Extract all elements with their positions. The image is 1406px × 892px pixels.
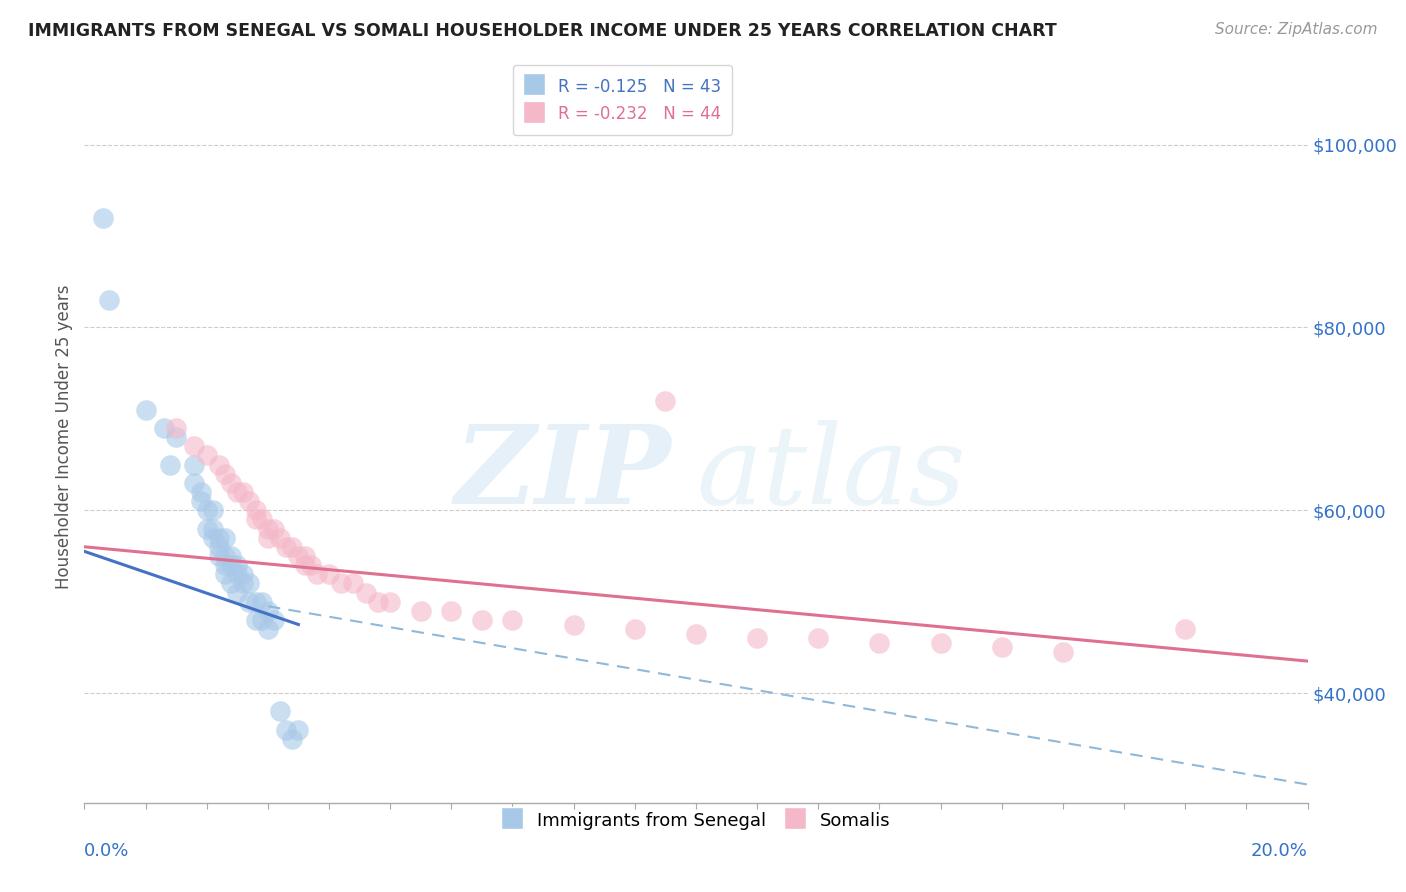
- Point: [201, 503, 224, 517]
- Point: [502, 613, 524, 627]
- Point: [226, 585, 249, 599]
- Point: [238, 594, 260, 608]
- Point: [367, 594, 389, 608]
- Text: ZIP: ZIP: [456, 420, 672, 527]
- Point: [747, 631, 769, 645]
- Point: [257, 521, 280, 535]
- Point: [97, 293, 120, 307]
- Point: [190, 484, 212, 499]
- Point: [245, 613, 267, 627]
- Point: [807, 631, 830, 645]
- Point: [869, 636, 891, 650]
- Point: [135, 402, 157, 417]
- Point: [245, 512, 267, 526]
- Point: [159, 458, 181, 472]
- Point: [562, 617, 585, 632]
- Point: [195, 503, 218, 517]
- Point: [305, 567, 328, 582]
- Point: [238, 576, 260, 591]
- Point: [294, 549, 316, 563]
- Point: [214, 558, 236, 573]
- Point: [281, 731, 304, 746]
- Point: [165, 421, 187, 435]
- Point: [219, 576, 242, 591]
- Point: [330, 576, 353, 591]
- Point: [208, 458, 231, 472]
- Point: [281, 540, 304, 554]
- Point: [1052, 645, 1074, 659]
- Point: [214, 531, 236, 545]
- Point: [245, 503, 267, 517]
- Point: [257, 622, 280, 636]
- Point: [183, 458, 205, 472]
- Point: [250, 512, 273, 526]
- Point: [232, 576, 254, 591]
- Text: IMMIGRANTS FROM SENEGAL VS SOMALI HOUSEHOLDER INCOME UNDER 25 YEARS CORRELATION : IMMIGRANTS FROM SENEGAL VS SOMALI HOUSEH…: [28, 22, 1057, 40]
- Point: [354, 585, 377, 599]
- Point: [214, 549, 236, 563]
- Point: [269, 531, 291, 545]
- Point: [153, 421, 176, 435]
- Point: [287, 549, 309, 563]
- Point: [257, 604, 280, 618]
- Point: [318, 567, 340, 582]
- Point: [208, 540, 231, 554]
- Point: [257, 531, 280, 545]
- Point: [409, 604, 432, 618]
- Point: [226, 567, 249, 582]
- Point: [250, 594, 273, 608]
- Point: [380, 594, 402, 608]
- Point: [471, 613, 494, 627]
- Point: [269, 704, 291, 718]
- Point: [245, 594, 267, 608]
- Point: [685, 626, 707, 640]
- Point: [201, 521, 224, 535]
- Point: [287, 723, 309, 737]
- Point: [1174, 622, 1197, 636]
- Point: [299, 558, 322, 573]
- Point: [91, 211, 114, 225]
- Point: [226, 558, 249, 573]
- Y-axis label: Householder Income Under 25 years: Householder Income Under 25 years: [55, 285, 73, 590]
- Text: Source: ZipAtlas.com: Source: ZipAtlas.com: [1215, 22, 1378, 37]
- Text: 0.0%: 0.0%: [84, 842, 129, 860]
- Point: [208, 531, 231, 545]
- Point: [219, 558, 242, 573]
- Point: [238, 494, 260, 508]
- Legend: Immigrants from Senegal, Somalis: Immigrants from Senegal, Somalis: [486, 796, 905, 845]
- Text: atlas: atlas: [696, 420, 966, 527]
- Text: 20.0%: 20.0%: [1251, 842, 1308, 860]
- Point: [208, 549, 231, 563]
- Point: [624, 622, 647, 636]
- Point: [219, 475, 242, 490]
- Point: [226, 484, 249, 499]
- Point: [190, 494, 212, 508]
- Point: [440, 604, 463, 618]
- Point: [276, 723, 298, 737]
- Point: [294, 558, 316, 573]
- Point: [232, 484, 254, 499]
- Point: [276, 540, 298, 554]
- Point: [214, 567, 236, 582]
- Point: [991, 640, 1014, 655]
- Point: [195, 448, 218, 462]
- Point: [232, 567, 254, 582]
- Point: [183, 475, 205, 490]
- Point: [219, 549, 242, 563]
- Point: [183, 439, 205, 453]
- Point: [195, 521, 218, 535]
- Point: [929, 636, 952, 650]
- Point: [201, 531, 224, 545]
- Point: [165, 430, 187, 444]
- Point: [654, 393, 676, 408]
- Point: [342, 576, 364, 591]
- Point: [250, 613, 273, 627]
- Point: [263, 613, 285, 627]
- Point: [214, 467, 236, 481]
- Point: [263, 521, 285, 535]
